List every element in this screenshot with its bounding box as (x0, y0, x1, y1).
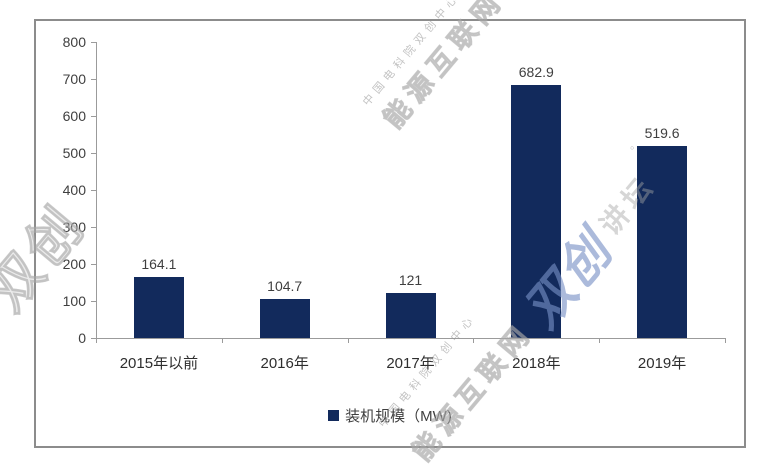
y-axis-tick-label: 700 (62, 71, 86, 87)
bar-value-label: 519.6 (644, 124, 680, 141)
x-axis-category-label: 2016年 (260, 355, 309, 372)
x-axis-tick (221, 338, 223, 343)
y-axis-tick-label: 600 (62, 108, 86, 124)
y-axis-tick (91, 227, 96, 228)
x-axis-tick (725, 338, 726, 343)
bar (133, 277, 184, 338)
bar (259, 299, 310, 338)
y-axis-tick-label: 500 (62, 145, 86, 161)
y-axis-tick (91, 79, 96, 80)
x-axis-tick (96, 338, 97, 343)
y-axis-tick (91, 338, 96, 339)
bar-value-label: 164.1 (141, 256, 177, 273)
legend-label: 装机规模（MW) (345, 407, 452, 425)
legend-color-swatch (328, 409, 340, 421)
bar (385, 293, 436, 338)
bar-value-label: 104.7 (267, 278, 303, 295)
y-axis-tick-label: 800 (62, 34, 86, 50)
x-axis-tick (599, 338, 601, 343)
y-axis-tick (91, 301, 96, 302)
x-axis-tick (473, 338, 475, 343)
chart-frame: 0 100 200 300 400 500 600 700 800 164.1 2015年以前 104… (34, 19, 746, 448)
bar (511, 85, 562, 338)
y-axis-line (96, 42, 97, 338)
y-axis-tick-label: 300 (62, 219, 86, 235)
bar (637, 145, 688, 338)
bar-value-label: 121 (398, 272, 423, 289)
y-axis-tick-label: 400 (62, 182, 86, 198)
y-axis-tick (91, 116, 96, 117)
x-axis-category-label: 2019年 (637, 355, 687, 372)
y-axis-tick (91, 264, 96, 265)
y-axis-tick (91, 42, 96, 43)
x-axis-category-label: 2018年 (512, 355, 561, 372)
y-axis-tick (91, 153, 96, 154)
x-axis-category-label: 2015年以前 (119, 355, 199, 372)
y-axis-tick-label: 100 (62, 293, 86, 309)
plot-area: 0 100 200 300 400 500 600 700 800 164.1 2015年以前 104… (36, 21, 744, 446)
x-axis-line (96, 338, 726, 339)
x-axis-category-label: 2017年 (386, 355, 435, 372)
x-axis-tick (347, 338, 349, 343)
bar-value-label: 682.9 (518, 64, 554, 81)
y-axis-tick-label: 200 (62, 256, 86, 272)
y-axis-tick (91, 190, 96, 191)
y-axis-tick-label: 0 (78, 330, 86, 346)
legend: 装机规模（MW) (36, 405, 744, 425)
